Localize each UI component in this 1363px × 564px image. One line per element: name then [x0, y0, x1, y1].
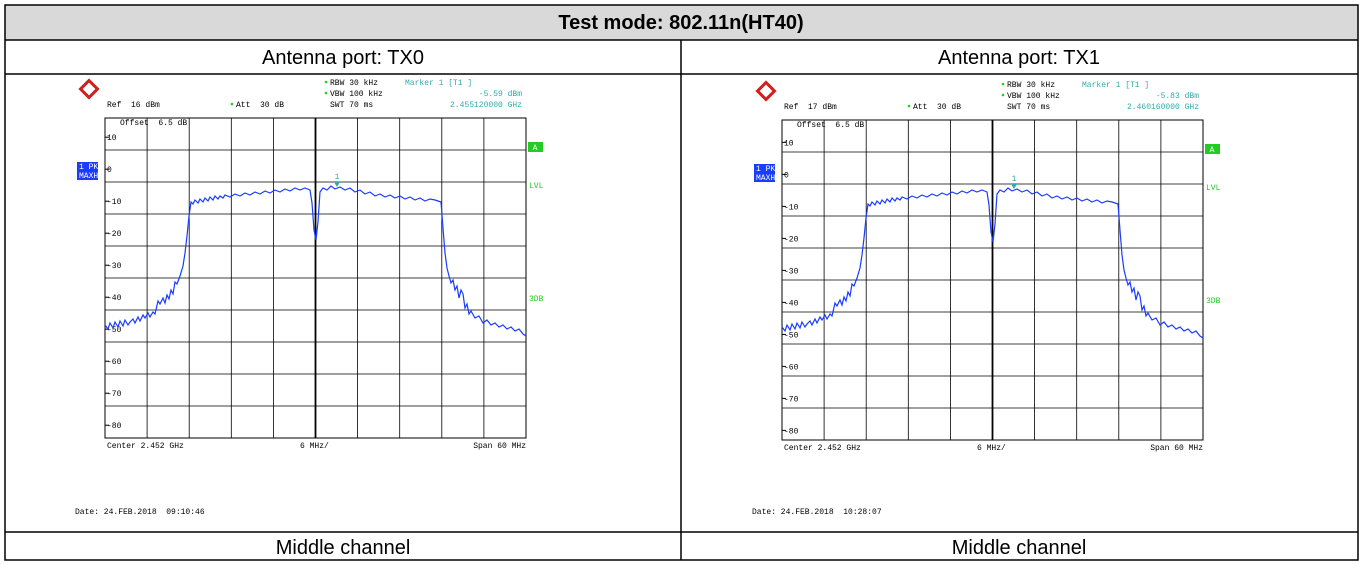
rbw: RBW 30 kHz — [330, 79, 378, 88]
panel-footer: Middle channel — [276, 537, 411, 559]
side-label: LVL — [529, 182, 544, 191]
marker-freq: 2.460160000 GHz — [1127, 103, 1199, 112]
y-tick-label: -80 — [107, 422, 122, 431]
trace-box — [754, 164, 775, 182]
star — [324, 91, 328, 95]
y-tick-label: -20 — [107, 230, 122, 239]
y-tick-label: -50 — [107, 326, 122, 335]
marker-triangle — [334, 182, 340, 187]
side-label: A — [1210, 146, 1215, 155]
y-tick-label: 0 — [784, 171, 789, 180]
y-tick-label: -50 — [784, 331, 799, 340]
star — [907, 104, 911, 108]
swt: SWT 70 ms — [330, 101, 373, 110]
star — [1001, 93, 1005, 97]
vbw: VBW 100 kHz — [330, 90, 383, 99]
y-tick-label: -70 — [107, 390, 122, 399]
marker-level: -5.59 dBm — [479, 90, 522, 99]
table-borders — [4, 4, 1359, 561]
span: Span 60 MHz — [473, 442, 526, 451]
ref-level: Ref 17 dBm — [784, 103, 837, 112]
side-label: LVL — [1206, 184, 1221, 193]
star — [324, 80, 328, 84]
y-tick-label: -40 — [784, 299, 799, 308]
ref-level: Ref 16 dBm — [107, 101, 160, 110]
marker-label: 1 — [335, 173, 340, 182]
offset: Offset 6.5 dB — [797, 121, 864, 130]
marker: Marker 1 [T1 ] — [405, 79, 472, 88]
marker-triangle — [1011, 184, 1017, 189]
span-div: 6 MHz/ — [300, 442, 329, 451]
logo — [755, 80, 777, 102]
date: Date: 24.FEB.2018 10:28:07 — [752, 508, 882, 517]
panel-heading: Antenna port: TX0 — [262, 47, 424, 69]
panel-heading: Antenna port: TX1 — [938, 47, 1100, 69]
y-tick-label: -80 — [784, 427, 799, 436]
side-box — [528, 142, 543, 152]
marker-freq: 2.455120000 GHz — [450, 101, 522, 110]
trace-mode: MAXH — [79, 172, 98, 181]
span: Span 60 MHz — [1150, 444, 1203, 453]
y-tick-label: 0 — [107, 166, 112, 175]
side-label: 3DB — [529, 295, 544, 304]
marker-level: -5.83 dBm — [1156, 92, 1199, 101]
y-tick-label: -30 — [107, 262, 122, 271]
marker: Marker 1 [T1 ] — [1082, 81, 1149, 90]
span-div: 6 MHz/ — [977, 444, 1006, 453]
logo — [78, 78, 100, 100]
y-tick-label: -70 — [784, 395, 799, 404]
title: Test mode: 802.11n(HT40) — [558, 12, 803, 34]
y-tick-label: 10 — [784, 139, 794, 148]
star — [1001, 82, 1005, 86]
y-tick-label: 10 — [107, 134, 117, 143]
trace-mode: MAXH — [756, 174, 775, 183]
y-tick-label: -10 — [107, 198, 122, 207]
panel-footer: Middle channel — [952, 537, 1087, 559]
rbw: RBW 30 kHz — [1007, 81, 1055, 90]
date: Date: 24.FEB.2018 09:10:46 — [75, 508, 205, 517]
y-tick-label: -30 — [784, 267, 799, 276]
center-freq: Center 2.452 GHz — [107, 442, 184, 451]
y-tick-label: -60 — [784, 363, 799, 372]
y-tick-label: -20 — [784, 235, 799, 244]
vbw: VBW 100 kHz — [1007, 92, 1060, 101]
swt: SWT 70 ms — [1007, 103, 1050, 112]
title-bg — [5, 5, 1358, 40]
y-tick-label: -60 — [107, 358, 122, 367]
side-label: A — [533, 144, 538, 153]
y-tick-label: -10 — [784, 203, 799, 212]
trace-box — [77, 162, 98, 180]
trace-label: 1 PK — [79, 163, 98, 172]
marker-label: 1 — [1012, 175, 1017, 184]
attenuation: Att 30 dB — [236, 101, 284, 110]
trace-label: 1 PK — [756, 165, 775, 174]
side-label: 3DB — [1206, 297, 1221, 306]
y-tick-label: -40 — [107, 294, 122, 303]
center-freq: Center 2.452 GHz — [784, 444, 861, 453]
offset: Offset 6.5 dB — [120, 119, 187, 128]
side-box — [1205, 144, 1220, 154]
attenuation: Att 30 dB — [913, 103, 961, 112]
star — [230, 102, 234, 106]
